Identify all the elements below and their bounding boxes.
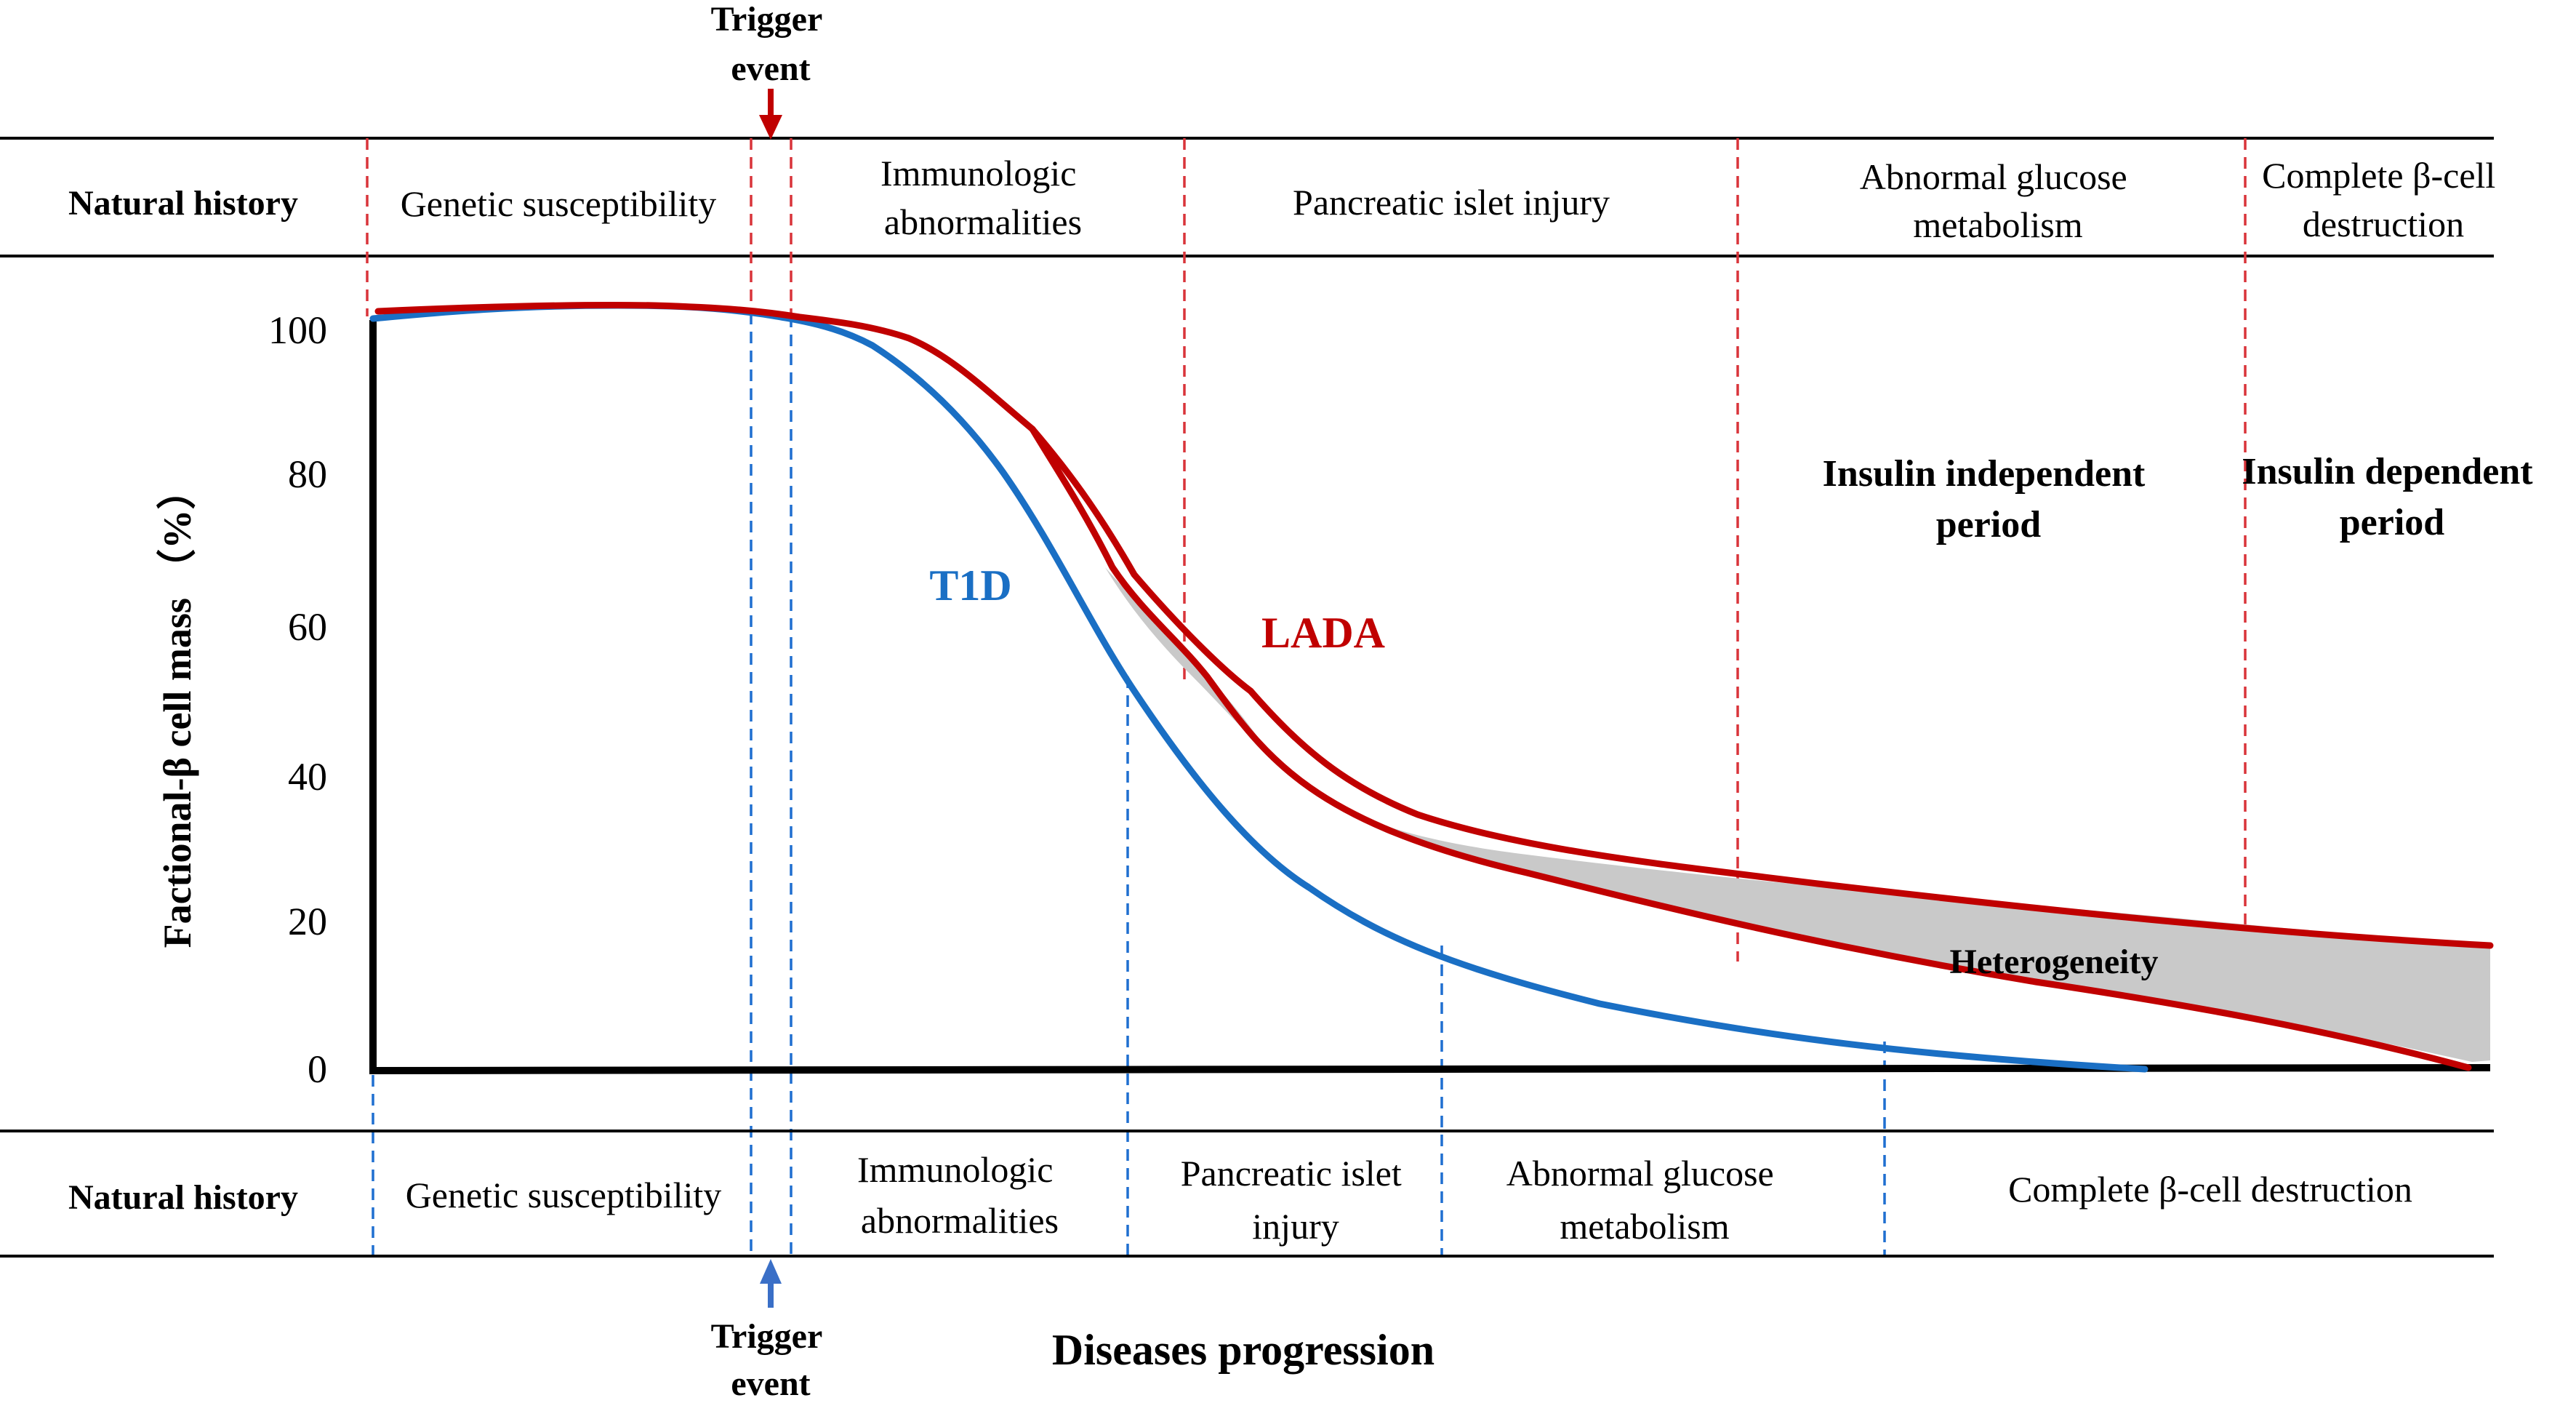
bottom-stage-genetic-label: Genetic susceptibility xyxy=(406,1175,722,1215)
bottom-stage-immunologic-label: Immunologic abnormalities xyxy=(857,1149,1062,1241)
bottom-row-label: Natural history xyxy=(68,1178,298,1217)
insulin-dependent-line2: period xyxy=(2340,502,2445,543)
insulin-independent-label: Insulin independent period xyxy=(1823,453,2155,545)
t1d-series-label: T1D xyxy=(929,561,1011,609)
insulin-dependent-label: Insulin dependent period xyxy=(2242,451,2542,543)
insulin-independent-line1: Insulin independent xyxy=(1823,453,2146,495)
heterogeneity-label: Heterogeneity xyxy=(1950,943,2159,981)
bottom-stage-glucose-line2: metabolism xyxy=(1560,1206,1729,1247)
y-tick-40: 40 xyxy=(288,755,327,799)
t1d-stage-dividers xyxy=(372,313,1886,1255)
lada-upper-curve xyxy=(374,301,2494,949)
top-stage-immunologic-label: Immunologic abnormalities xyxy=(880,153,1086,242)
top-stage-destruction-line1: Complete β-cell xyxy=(2262,155,2495,196)
bottom-stage-destruction-line1: Complete β-cell destruction xyxy=(2008,1169,2412,1210)
top-stage-glucose-line1: Abnormal glucose xyxy=(1860,156,2127,197)
top-stage-destruction-label: Complete β-cell destruction xyxy=(2262,155,2505,244)
top-stage-genetic-line1: Genetic susceptibility xyxy=(401,183,717,224)
top-stage-immunologic-line2: abnormalities xyxy=(884,201,1082,242)
top-trigger-line2: event xyxy=(731,49,810,88)
top-stage-glucose-label: Abnormal glucose metabolism xyxy=(1860,156,2136,245)
top-natural-history-panel: Natural history Genetic susceptibility I… xyxy=(0,0,2505,257)
insulin-independent-line2: period xyxy=(1936,504,2042,545)
y-tick-100: 100 xyxy=(268,308,327,352)
lada-lower-curve xyxy=(1029,425,2472,1071)
top-stage-genetic-label: Genetic susceptibility xyxy=(401,183,717,224)
y-axis-label: Factional-β cell mass （%） xyxy=(156,471,199,948)
bottom-natural-history-panel: Natural history Genetic susceptibility I… xyxy=(0,1130,2494,1403)
y-tick-0: 0 xyxy=(308,1047,327,1091)
bottom-stage-immunologic-line2: abnormalities xyxy=(861,1200,1059,1241)
bottom-trigger-line1: Trigger xyxy=(711,1317,822,1356)
insulin-dependent-line1: Insulin dependent xyxy=(2242,451,2533,492)
y-tick-80: 80 xyxy=(288,452,327,496)
bottom-trigger-line2: event xyxy=(731,1364,810,1399)
heterogeneity-band xyxy=(1105,567,2490,1062)
top-stage-glucose-line2: metabolism xyxy=(1913,204,2082,245)
y-tick-20: 20 xyxy=(288,900,327,943)
top-stage-immunologic-line1: Immunologic xyxy=(880,153,1076,193)
top-stage-islet-injury-line1: Pancreatic islet injury xyxy=(1293,182,1610,223)
bottom-stage-immunologic-line1: Immunologic xyxy=(857,1149,1053,1190)
x-axis-label: Diseases progression xyxy=(1052,1326,1435,1374)
bottom-stage-islet-injury-line2: injury xyxy=(1252,1206,1339,1247)
bottom-stage-islet-injury-label: Pancreatic islet injury xyxy=(1181,1153,1411,1247)
bottom-stage-islet-injury-line1: Pancreatic islet xyxy=(1181,1153,1402,1194)
bottom-stage-glucose-line1: Abnormal glucose xyxy=(1506,1153,1774,1194)
beta-cell-chart: 100 80 60 40 20 0 Factional-β cell mass … xyxy=(156,301,2542,1091)
bottom-trigger-arrow xyxy=(760,1259,782,1308)
top-row-label: Natural history xyxy=(68,184,298,223)
top-stage-destruction-line2: destruction xyxy=(2303,204,2464,244)
top-stage-islet-injury-label: Pancreatic islet injury xyxy=(1293,182,1610,223)
top-trigger-line1: Trigger xyxy=(711,0,822,39)
bottom-stage-genetic-line1: Genetic susceptibility xyxy=(406,1175,722,1215)
bottom-stage-glucose-label: Abnormal glucose metabolism xyxy=(1506,1153,1783,1247)
y-tick-labels: 100 80 60 40 20 0 xyxy=(268,308,327,1091)
x-axis xyxy=(369,1064,2491,1074)
top-trigger-label: Trigger event xyxy=(711,0,831,88)
lada-series-label: LADA xyxy=(1261,609,1385,657)
y-tick-60: 60 xyxy=(288,605,327,649)
bottom-trigger-label: Trigger event xyxy=(711,1317,831,1399)
lada-stage-dividers xyxy=(366,138,2247,1026)
top-trigger-arrow xyxy=(759,89,782,140)
bottom-stage-destruction-label: Complete β-cell destruction xyxy=(2008,1169,2412,1210)
